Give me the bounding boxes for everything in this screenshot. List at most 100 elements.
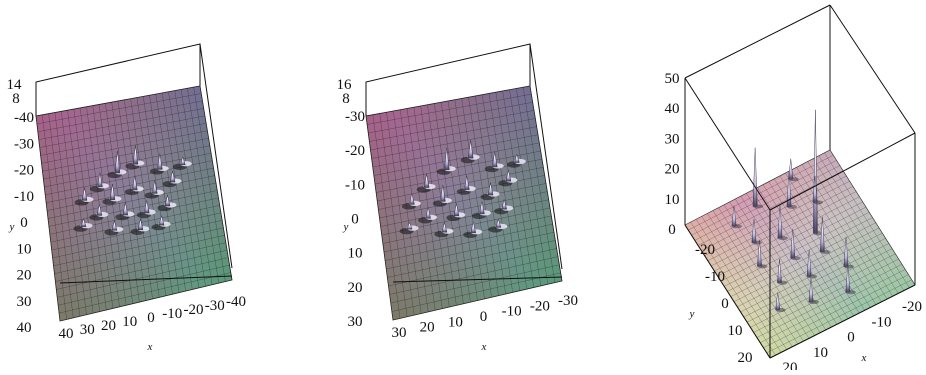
grid-line [56, 249, 228, 290]
peak-spike [777, 259, 782, 283]
grid-line [47, 182, 217, 219]
peak-spike [425, 207, 431, 219]
z-tick-label: 20 [665, 162, 680, 178]
peak-spike [440, 184, 446, 202]
z-tick-label: 30 [665, 131, 680, 147]
x-tick-label: 0 [480, 309, 488, 325]
peak-spike [467, 140, 474, 159]
surface-shading [366, 86, 562, 320]
y-tick-label: 30 [348, 314, 363, 330]
grid-line [161, 92, 193, 290]
grid-line [53, 227, 224, 267]
grid-line [199, 85, 233, 281]
peak-spike [96, 204, 103, 216]
y-tick-label: 0 [721, 296, 729, 312]
peak-spike [453, 203, 460, 217]
grid-line [740, 238, 886, 313]
peak-spike [777, 205, 783, 239]
grid-line [391, 272, 561, 312]
peak-spike [131, 175, 138, 191]
grid-line [762, 184, 849, 319]
peak-spike [179, 156, 186, 165]
grid-line [824, 152, 910, 288]
x-axis-label: x [481, 341, 487, 353]
peak-spike [495, 218, 502, 228]
grid-line [392, 280, 563, 321]
peak-spike [109, 183, 116, 200]
peak-spike [786, 171, 792, 208]
surface-peaks [731, 109, 856, 313]
grid-line [790, 170, 877, 305]
surface-peaks [399, 140, 526, 238]
peak-spike [80, 217, 87, 227]
peak-spike [137, 218, 144, 230]
grid-line [796, 167, 882, 302]
x-tick-label: -30 [558, 293, 578, 309]
y-tick-label: -30 [345, 109, 365, 125]
grid-line [768, 181, 854, 317]
x-tick-label: -10 [162, 306, 182, 322]
peak-spike [757, 239, 762, 267]
peak-spike [464, 175, 470, 190]
y-tick-label: -10 [14, 189, 34, 205]
y-tick-label: 40 [17, 320, 32, 336]
grid-line [818, 155, 905, 291]
y-tick-label: -20 [345, 143, 365, 159]
grid-line [733, 227, 880, 302]
surface-grid [365, 85, 563, 321]
y-tick-label: 0 [20, 215, 28, 231]
peak-spike [132, 145, 139, 165]
peak-spike [491, 151, 498, 168]
peak-spike [423, 173, 430, 188]
z-tick-label: 8 [342, 91, 350, 107]
z-tick-label: 50 [665, 71, 680, 87]
x-tick-label: 20 [101, 318, 116, 334]
grid-line [59, 272, 231, 314]
box-front-edge [59, 275, 233, 284]
grid-line [168, 91, 200, 288]
grid-line [829, 149, 916, 286]
grid-line [55, 242, 226, 282]
peak-spike [775, 292, 781, 311]
x-tick-label: 30 [392, 325, 407, 341]
peak-spike [158, 214, 165, 226]
peak-spike [409, 193, 415, 205]
y-tick-label: -40 [14, 110, 34, 126]
peak-spike [151, 180, 158, 194]
peak-spike [169, 170, 176, 183]
y-axis-label: y [9, 221, 15, 233]
x-tick-label: 0 [847, 330, 855, 346]
grid-line [522, 87, 556, 283]
peak-spike [406, 221, 413, 230]
y-axis-label: y [689, 308, 695, 320]
peak-spike [81, 187, 88, 201]
x-tick-label: -20 [530, 298, 550, 314]
x-tick-label: -20 [184, 302, 204, 318]
grid-line [730, 222, 876, 297]
box-front-edge [392, 276, 563, 283]
y-tick-label: -20 [695, 242, 715, 258]
x-tick-label: -20 [902, 299, 922, 315]
grid-line [763, 274, 909, 348]
grid-line [149, 95, 180, 293]
grid-line [52, 220, 223, 259]
x-axis-label: x [147, 341, 153, 353]
box-edge [769, 132, 916, 211]
peak-spike [97, 172, 103, 188]
peak-spike [111, 219, 118, 231]
x-tick-label: 20 [420, 320, 435, 336]
z-tick-label: 10 [665, 192, 680, 208]
peak-spike [819, 216, 825, 253]
grid-line [48, 190, 218, 227]
z-tick-label: 0 [668, 222, 676, 238]
surface-peaks [73, 145, 192, 236]
peak-spike [845, 265, 851, 293]
peak-spike [788, 158, 794, 180]
peak-spike [731, 205, 737, 227]
grid-line [59, 279, 233, 322]
grid-line [760, 269, 906, 343]
box-top-edge [365, 43, 531, 116]
peak-spike [501, 198, 507, 210]
y-tick-label: 20 [348, 280, 363, 296]
